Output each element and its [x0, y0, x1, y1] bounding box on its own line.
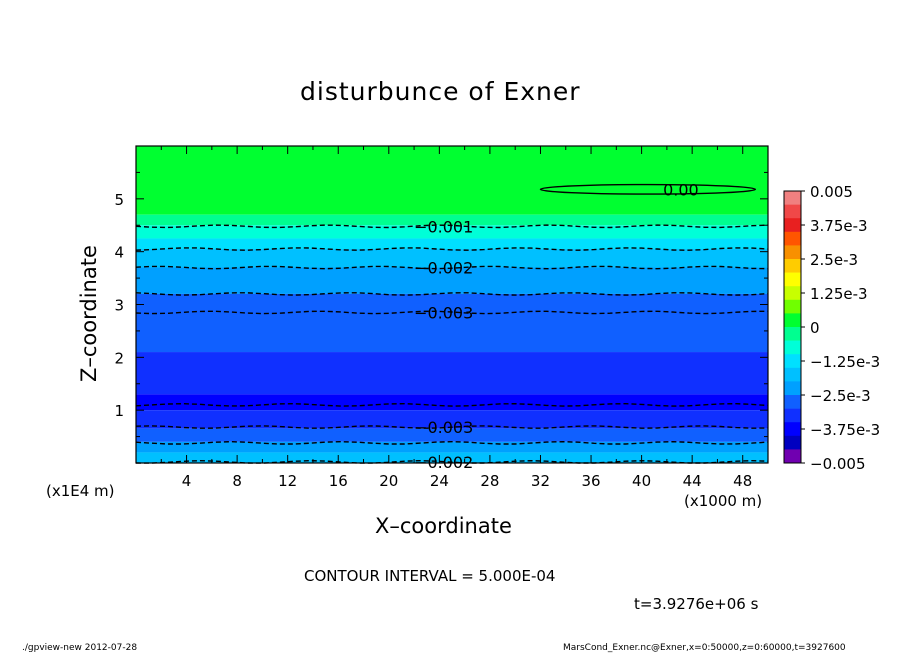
- contour-label: −0.003: [414, 418, 473, 437]
- colorbar-swatch-9: [784, 313, 801, 328]
- fill-band-5: [136, 267, 768, 294]
- axis-ticks: [136, 146, 769, 463]
- contour-line-3: [135, 292, 769, 296]
- colorbar-labels: 0.005 3.75e-3 2.5e-3 1.25e-3 0 −1.25e-3 −2.5e-…: [810, 183, 880, 473]
- colorbar-swatch-14: [784, 381, 801, 396]
- colorbar-label: 3.75e-3: [810, 217, 868, 235]
- y-axis-scale-note: (x1E4 m): [46, 482, 115, 500]
- x-tick-label: 28: [480, 472, 499, 490]
- colorbar-swatch-15: [784, 395, 801, 409]
- colorbar-swatch-8: [784, 299, 801, 314]
- plot-fill-bands: [136, 146, 768, 463]
- contour-label: −0.003: [414, 303, 473, 322]
- colorbar-label: −0.005: [810, 455, 866, 473]
- x-tick-label: 48: [733, 472, 752, 490]
- contour-line-0: [135, 224, 769, 229]
- x-tick-label: 32: [531, 472, 550, 490]
- fill-band-7: [136, 352, 768, 395]
- x-tick-label: 4: [182, 472, 192, 490]
- colorbar-swatch-2: [784, 218, 801, 233]
- contour-label: −0.001: [414, 217, 473, 236]
- colorbar-label: −3.75e-3: [810, 421, 880, 439]
- contour-line-2: [135, 265, 769, 270]
- y-tick-label: 2: [114, 349, 124, 367]
- contour-line-1: [135, 247, 769, 251]
- colorbar-swatch-5: [784, 259, 801, 273]
- x-axis-label: X–coordinate: [375, 514, 512, 538]
- zero-contour-label: 0.00: [663, 180, 699, 199]
- fill-band-10: [136, 428, 768, 442]
- colorbar: [783, 190, 805, 464]
- y-tick-label: 3: [114, 297, 124, 315]
- x-tick-label: 16: [329, 472, 348, 490]
- fill-band-11: [136, 441, 768, 453]
- x-tick-label: 36: [581, 472, 600, 490]
- colorbar-label: 2.5e-3: [810, 251, 858, 269]
- time-label: t=3.9276e+06 s: [634, 595, 759, 613]
- y-tick-label: 5: [114, 191, 124, 209]
- colorbar-label: 0: [810, 319, 820, 337]
- fill-band-4: [136, 249, 768, 268]
- colorbar-swatch-11: [784, 340, 801, 355]
- fill-band-12: [136, 452, 768, 463]
- footer-source-script: ./gpview-new 2012-07-28: [22, 643, 138, 653]
- footer-data-source: MarsCond_Exner.nc@Exner,x=0:50000,z=0:60…: [563, 643, 846, 653]
- colorbar-swatch-13: [784, 367, 801, 382]
- colorbar-label: −2.5e-3: [810, 387, 871, 405]
- x-tick-label: 12: [278, 472, 297, 490]
- zero-contour-line: [539, 183, 757, 195]
- x-tick-label: 20: [379, 472, 398, 490]
- x-axis-scale-note: (x1000 m): [684, 492, 763, 510]
- colorbar-swatch-12: [784, 354, 801, 369]
- fill-band-8: [136, 394, 768, 411]
- contour-lines: [135, 183, 769, 464]
- colorbar-swatch-16: [784, 408, 801, 423]
- chart-title: disturbunce of Exner: [300, 77, 581, 106]
- contour-interval-note: CONTOUR INTERVAL = 5.000E-04: [304, 567, 556, 585]
- colorbar-swatch-7: [784, 286, 801, 301]
- colorbar-swatch-17: [784, 422, 801, 437]
- contour-line-7: [135, 440, 769, 445]
- fill-band-0: [136, 146, 768, 215]
- colorbar-label: 0.005: [810, 183, 853, 201]
- x-tick-label: 24: [430, 472, 449, 490]
- fill-band-6: [136, 293, 768, 353]
- colorbar-swatch-3: [784, 231, 801, 246]
- x-tick-label: 44: [683, 472, 702, 490]
- contour-line-4: [135, 310, 769, 315]
- contour-line-5: [135, 402, 769, 407]
- colorbar-swatch-10: [784, 327, 801, 341]
- colorbar-swatch-1: [784, 204, 801, 219]
- colorbar-label: 1.25e-3: [810, 285, 868, 303]
- colorbar-swatch-19: [784, 449, 801, 464]
- fill-band-9: [136, 410, 768, 429]
- contour-label: −0.002: [414, 259, 473, 278]
- colorbar-swatch-6: [784, 272, 801, 287]
- y-tick-label: 1: [114, 402, 124, 420]
- fill-band-1: [136, 214, 768, 226]
- y-tick-label: 4: [114, 244, 124, 262]
- y-axis-label: Z–coordinate: [77, 245, 101, 382]
- fill-band-2: [136, 225, 768, 239]
- colorbar-swatch-18: [784, 435, 801, 450]
- colorbar-swatch-4: [784, 245, 801, 260]
- contour-line-6: [135, 425, 769, 429]
- x-tick-label: 8: [232, 472, 242, 490]
- colorbar-label: −1.25e-3: [810, 353, 880, 371]
- colorbar-swatch-0: [784, 191, 801, 205]
- x-tick-label: 40: [632, 472, 651, 490]
- fill-band-3: [136, 238, 768, 250]
